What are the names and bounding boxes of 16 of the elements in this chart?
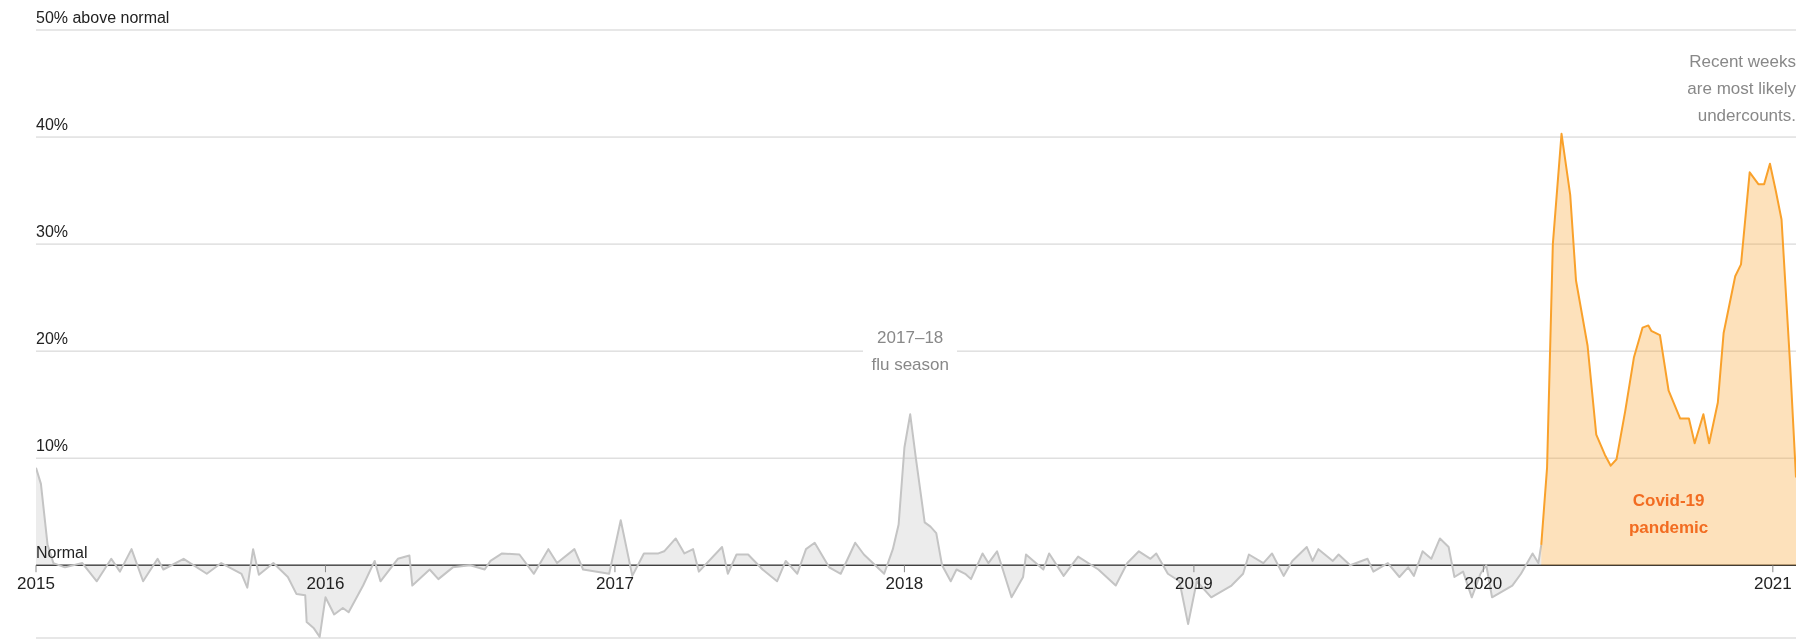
annotation: Recent weeks are most likely undercounts. bbox=[1687, 51, 1796, 127]
x-tick-label: 2021 bbox=[1753, 574, 1792, 594]
y-tick-label: 10% bbox=[36, 437, 69, 455]
y-tick-label: 40% bbox=[36, 116, 69, 134]
x-tick-label: 2019 bbox=[1174, 574, 1213, 594]
y-tick-label: Normal bbox=[36, 544, 88, 562]
x-tick-label: 2018 bbox=[885, 574, 924, 594]
annotation: 2017–18 flu season bbox=[863, 324, 957, 379]
series-label: Covid-19 pandemic bbox=[1627, 490, 1710, 540]
x-tick-label: 2015 bbox=[17, 574, 55, 594]
x-tick-label: 2020 bbox=[1464, 574, 1503, 594]
x-tick-label: 2016 bbox=[306, 574, 345, 594]
y-tick-label: 20% bbox=[36, 330, 69, 348]
x-tick-label: 2017 bbox=[596, 574, 634, 594]
y-tick-label: 50% above normal bbox=[36, 9, 170, 26]
y-tick-label: 30% bbox=[36, 223, 69, 241]
